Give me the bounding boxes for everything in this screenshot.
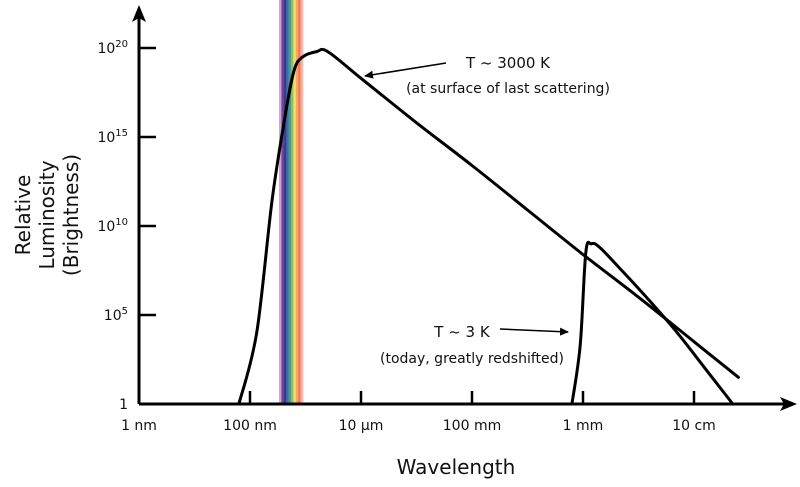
- series-3000k-curve: [237, 47, 740, 406]
- y-tick-label: 1020: [97, 39, 128, 57]
- x-tick-label: 10 cm: [672, 418, 716, 434]
- spectrum-stripe: [281, 0, 285, 403]
- x-axis-title: Wavelength: [397, 455, 516, 479]
- spectrum-stripe: [293, 0, 297, 403]
- y-axis-title-line-3: (Brightness): [59, 154, 83, 276]
- visible-spectrum-band: [279, 0, 304, 403]
- y-axis-title-line-1: Relative: [11, 175, 35, 256]
- spectrum-stripe: [295, 0, 299, 403]
- annotation-3000k-arrow: [364, 62, 447, 79]
- annotation-3k-label: T ~ 3 K: [433, 323, 491, 341]
- spectrum-stripe: [286, 0, 289, 403]
- x-tick-label: 100 nm: [223, 418, 277, 434]
- x-axis-arrowhead: [780, 397, 797, 411]
- axes: [132, 5, 797, 411]
- spectrum-stripe: [288, 0, 292, 403]
- y-axis-title: Relative Luminosity (Brightness): [11, 154, 83, 276]
- y-axis-title-line-2: Luminosity: [35, 160, 59, 269]
- annotation-3000k-label: T ~ 3000 K: [465, 54, 551, 72]
- annotation-3k-sublabel: (today, greatly redshifted): [380, 351, 564, 367]
- y-tick-label: 1015: [97, 128, 128, 146]
- series-3k-curve: [570, 240, 735, 406]
- x-tick-label: 100 mm: [443, 418, 501, 434]
- x-tick-label: 1 mm: [563, 418, 604, 434]
- spectrum-stripe: [279, 0, 282, 403]
- annotation-3k-arrow: [499, 327, 569, 336]
- annotation-3000k: T ~ 3000 K (at surface of last scatterin…: [364, 54, 610, 97]
- x-tick-label: 10 µm: [339, 418, 384, 434]
- y-tick-label: 1010: [97, 217, 128, 235]
- spectrum-stripe: [298, 0, 301, 403]
- spectrum-stripe: [291, 0, 294, 403]
- annotation-3k: T ~ 3 K (today, greatly redshifted): [380, 323, 569, 367]
- annotation-3000k-sublabel: (at surface of last scattering): [406, 81, 610, 97]
- y-axis-arrowhead: [132, 5, 146, 22]
- y-tick-label: 105: [104, 306, 128, 324]
- x-tick-label: 1 nm: [121, 418, 157, 434]
- spectrum-stripe: [300, 0, 304, 403]
- spectrum-stripe: [283, 0, 287, 403]
- y-tick-label: 1: [119, 397, 128, 413]
